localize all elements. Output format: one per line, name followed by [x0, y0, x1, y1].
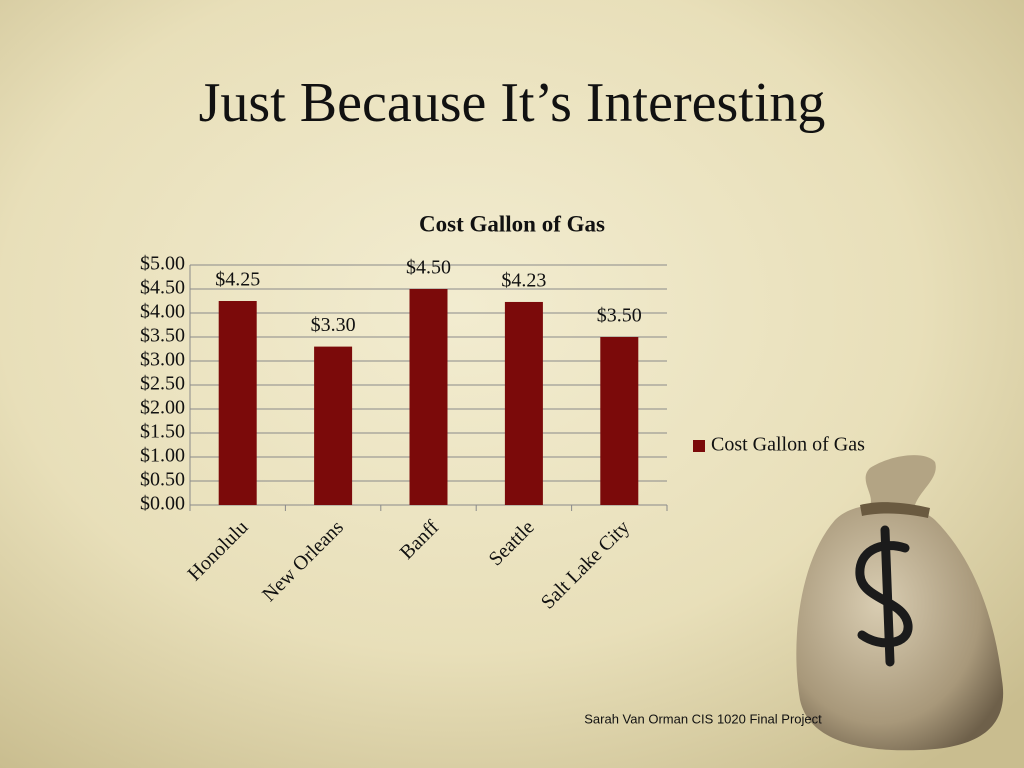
bag-body — [796, 505, 1004, 751]
y-tick-label: $5.00 — [140, 253, 185, 275]
y-tick-label: $1.00 — [140, 445, 185, 467]
y-tick-label: $4.50 — [140, 277, 185, 299]
data-label: $4.25 — [215, 269, 260, 291]
bar — [218, 301, 257, 505]
y-tick-label: $2.50 — [140, 373, 185, 395]
legend-swatch — [693, 440, 705, 452]
money-bag — [796, 455, 1004, 751]
bar — [409, 289, 448, 505]
data-label: $4.23 — [501, 270, 546, 292]
bar — [504, 301, 543, 505]
y-tick-label: $0.50 — [140, 469, 185, 491]
y-tick-label: $3.50 — [140, 325, 185, 347]
legend-label: Cost Gallon of Gas — [711, 434, 865, 456]
data-label: $3.50 — [597, 305, 642, 327]
y-tick-label: $2.00 — [140, 397, 185, 419]
y-tick-label: $0.00 — [140, 493, 185, 515]
bag-top — [865, 455, 936, 513]
dollar-sign — [855, 525, 913, 667]
data-label: $4.50 — [406, 257, 451, 279]
data-label: $3.30 — [311, 314, 356, 336]
bar — [600, 337, 639, 505]
y-tick-label: $4.00 — [140, 301, 185, 323]
chart-title: Cost Gallon of Gas — [419, 211, 605, 236]
bag-tie — [860, 502, 930, 518]
footer: Sarah Van Orman CIS 1020 Final Project — [584, 711, 822, 726]
y-tick-label: $3.00 — [140, 349, 185, 371]
slide-title: Just Because It’s Interesting — [199, 72, 826, 134]
bar — [314, 346, 353, 505]
y-tick-label: $1.50 — [140, 421, 185, 443]
